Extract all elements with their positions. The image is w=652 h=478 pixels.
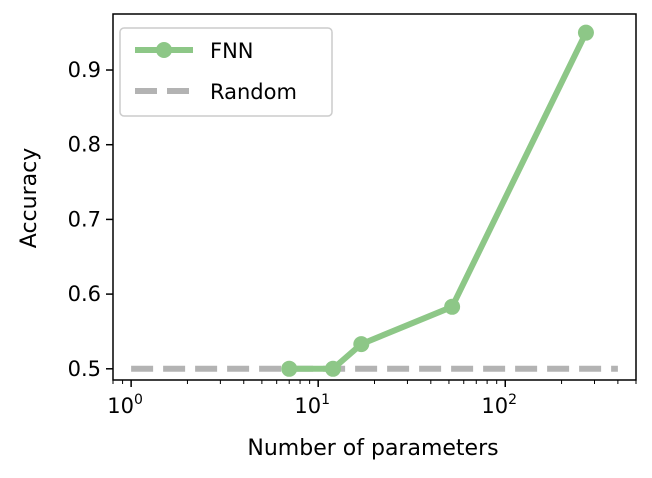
plot-area (131, 24, 618, 377)
series-fnn-point (444, 298, 461, 315)
y-tick-label: 0.9 (68, 58, 101, 82)
y-tick-label: 0.8 (68, 133, 101, 157)
y-tick-label: 0.7 (68, 207, 101, 231)
axes: 0.5 0.6 0.7 0.8 0.9 100 101 102 (68, 13, 637, 418)
x-axis-label: Number of parameters (247, 436, 498, 461)
series-fnn-point (325, 360, 342, 377)
y-tick-label: 0.5 (68, 357, 101, 381)
legend: FNN Random (119, 27, 333, 117)
series-fnn-point (281, 360, 298, 377)
x-tick-label: 101 (294, 392, 330, 418)
x-tick-label: 102 (481, 392, 517, 418)
legend-fnn-label: FNN (210, 39, 254, 63)
legend-random-label: Random (210, 80, 297, 104)
series-fnn-point (353, 336, 370, 353)
x-tick-label: 100 (107, 392, 143, 418)
y-axis-label: Accuracy (17, 148, 42, 248)
series-fnn-point (577, 24, 594, 41)
series-fnn-line (289, 31, 589, 372)
y-tick-label: 0.6 (68, 282, 101, 306)
legend-fnn-swatch-marker (156, 42, 172, 58)
